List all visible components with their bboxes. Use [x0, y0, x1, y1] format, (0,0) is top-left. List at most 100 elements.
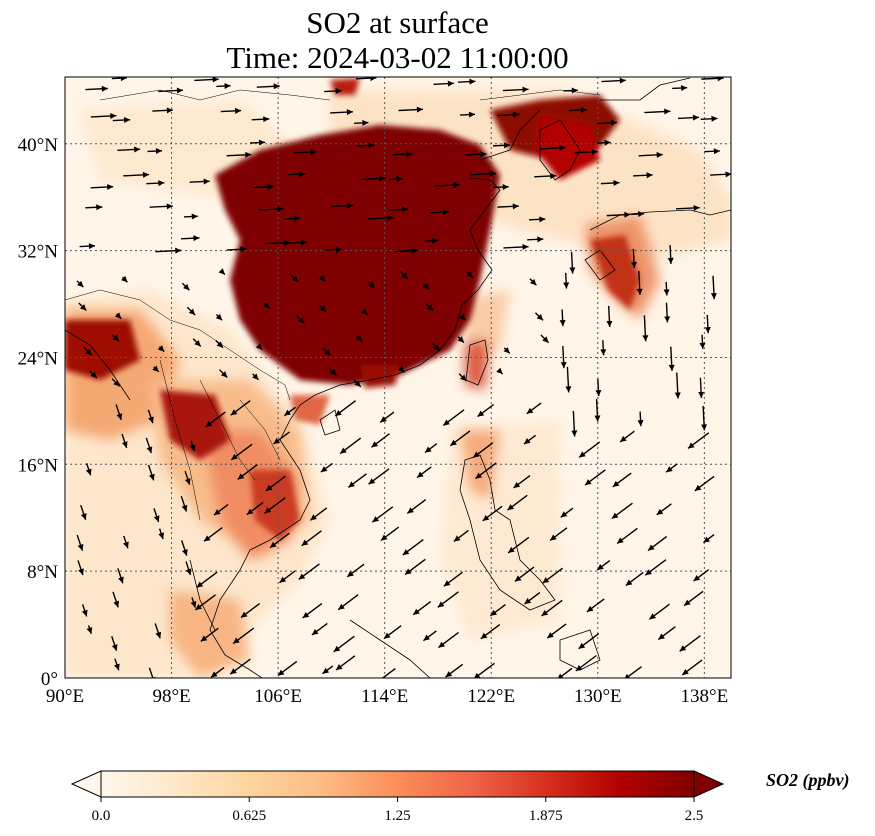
wind-arrow-head — [443, 209, 450, 216]
wind-arrow-head — [417, 471, 424, 478]
wind-arrow-head — [273, 83, 280, 90]
wind-arrow-head — [77, 544, 84, 551]
wind-arrow-head — [496, 367, 503, 375]
wind-arrow-head — [522, 243, 529, 250]
colorbar-tick-label: 1.25 — [384, 808, 410, 824]
wind-arrow-head — [514, 575, 522, 582]
wind-arrow-head — [155, 631, 162, 639]
wind-arrow-head — [85, 348, 92, 356]
wind-arrow-head — [380, 534, 388, 541]
wind-arrow-head — [450, 439, 457, 446]
wind-arrow-head — [338, 603, 345, 610]
wind-arrow-head — [80, 513, 87, 520]
wind-arrow-head — [240, 611, 248, 618]
wind-arrow-head — [684, 599, 691, 606]
wind-arrow-head — [613, 179, 620, 186]
wind-arrow-head — [347, 570, 354, 577]
wind-arrow-head — [604, 139, 611, 146]
wind-arrow-head — [469, 78, 476, 85]
wind-arrow-head — [560, 362, 567, 369]
wind-arrow-head — [642, 335, 649, 342]
wind-arrow-head — [636, 288, 643, 295]
wind-arrow-head — [458, 313, 466, 321]
wind-arrow-head — [508, 546, 515, 553]
wind-arrow-head — [195, 603, 202, 610]
colorbar-label: SO2 (ppbv) — [766, 770, 850, 791]
lat-tick-label: 16°N — [18, 455, 59, 476]
wind-arrow-head — [433, 344, 440, 351]
wind-arrow-head — [559, 319, 566, 327]
wind-arrow-head — [196, 581, 204, 588]
wind-arrow-head — [682, 668, 689, 675]
lon-tick-labels: 90°E 98°E 106°E 114°E 122°E 130°E 138°E — [46, 686, 728, 707]
wind-arrow-head — [237, 473, 245, 480]
wind-arrow-head — [166, 203, 173, 210]
wind-arrow-head — [612, 480, 620, 487]
wind-arrow-head — [422, 283, 430, 290]
wind-arrow-head — [362, 119, 369, 126]
wind-arrow-head — [480, 151, 487, 158]
wind-arrow-head — [121, 275, 128, 283]
wind-arrow-head — [184, 478, 191, 485]
wind-arrow-head — [541, 609, 549, 616]
wind-arrow-head — [396, 176, 403, 183]
wind-arrow-head — [158, 532, 165, 540]
wind-arrow-head — [203, 535, 211, 542]
wind-arrow-head — [711, 115, 718, 122]
map-frame — [64, 76, 732, 679]
lon-tick-label: 138°E — [681, 686, 729, 707]
wind-arrow-head — [355, 335, 362, 342]
colorbar-tick-label: 0.0 — [92, 808, 111, 824]
wind-arrow-head — [142, 171, 150, 178]
wind-arrow-head — [277, 206, 284, 213]
wind-arrow-head — [333, 645, 341, 652]
wind-arrow-head — [445, 671, 453, 678]
wind-arrow-head — [437, 601, 445, 608]
wind-arrow-head — [380, 416, 387, 423]
wind-arrow-head — [188, 308, 196, 315]
wind-arrow-head — [416, 106, 423, 113]
wind-arrow-head — [347, 202, 354, 209]
wind-arrow-head — [656, 151, 663, 158]
wind-arrow-head — [263, 302, 270, 309]
wind-arrow-head — [482, 514, 490, 521]
wind-arrow-head — [611, 512, 619, 519]
wind-arrow-head — [146, 446, 153, 454]
wind-arrow-head — [542, 336, 549, 343]
wind-arrow-head — [649, 613, 657, 620]
colorbar-tick-label: 0.625 — [232, 808, 266, 824]
wind-arrow-head — [594, 415, 601, 422]
colorbar-bar — [100, 770, 695, 798]
wind-arrow-head — [401, 272, 408, 279]
map-title-line2: Time: 2024-03-02 11:00:00 — [226, 40, 569, 75]
wind-arrow-head — [215, 313, 223, 321]
wind-arrow-head — [379, 175, 386, 182]
wind-arrow-head — [294, 215, 301, 222]
wind-arrow-head — [575, 665, 583, 672]
lon-tick-label: 122°E — [467, 686, 515, 707]
wind-arrow-head — [110, 112, 117, 119]
wind-arrow-head — [224, 83, 231, 90]
wind-arrow-head — [405, 568, 412, 575]
wind-arrow-head — [398, 365, 405, 373]
wind-arrow-head — [79, 304, 87, 311]
wind-arrow-head — [181, 504, 188, 512]
wind-arrow-head — [96, 204, 103, 211]
wind-arrow-head — [585, 479, 592, 486]
wind-arrow-head — [264, 507, 272, 514]
wind-arrow-head — [507, 504, 515, 511]
wind-arrow-head — [81, 609, 88, 617]
wind-arrow-head — [182, 549, 188, 556]
wind-arrow-head — [113, 600, 120, 608]
lon-tick-label: 114°E — [361, 686, 408, 707]
wind-arrow-head — [189, 444, 196, 452]
wind-arrow-head — [111, 644, 118, 651]
wind-arrow-head — [346, 109, 353, 116]
wind-arrow-head — [423, 634, 430, 641]
wind-arrow-shaft — [148, 667, 154, 678]
wind-arrow-head — [571, 430, 578, 437]
wind-arrow-head — [273, 437, 281, 444]
wind-arrow-head — [656, 508, 664, 515]
wind-arrow-head — [443, 419, 450, 426]
wind-arrow-head — [681, 85, 688, 91]
